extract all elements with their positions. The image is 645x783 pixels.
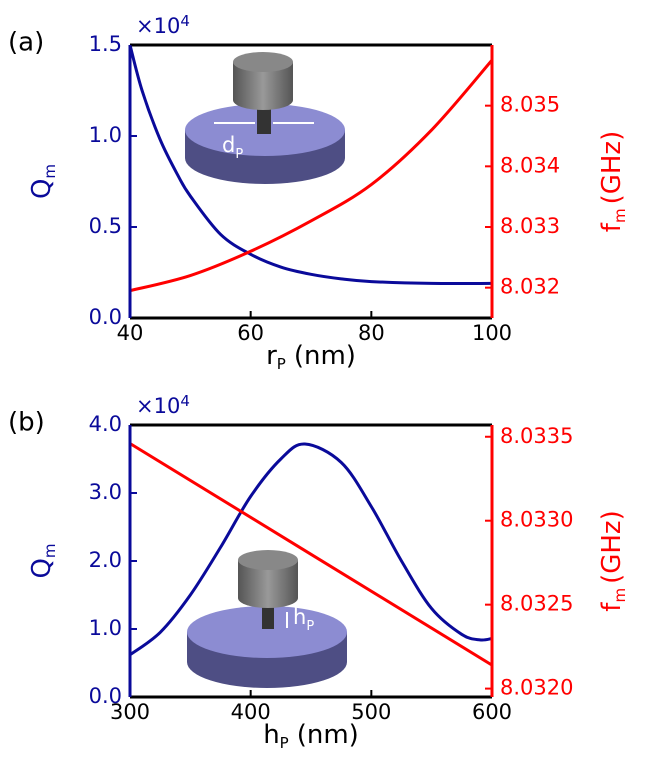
y-tick-label: 1.0 [89,616,122,640]
series-line [129,442,493,667]
x-label-sub: P [280,734,289,752]
y2-label-sub: m [611,208,629,223]
y-tick-label: 0.0 [89,305,122,329]
panel-label: (a) [8,28,44,58]
y2-label-unit: (GHz) [597,131,627,205]
y-tick-label: 1.0 [89,123,122,147]
x-label-unit: (nm) [297,720,359,750]
y2-tick-label: 8.033 [500,214,560,238]
x-tick-label: 40 [117,321,144,345]
y2-tick-label: 8.0320 [500,676,573,700]
inset-a: dP [185,52,345,184]
y2-tick-label: 8.035 [500,93,560,117]
x-axis-label: hP (nm) [263,720,359,752]
series-line [129,59,494,293]
inset-label-main: d [222,133,235,157]
multiplier-base: ×10 [136,14,180,38]
y-axis-label: Qm [27,543,59,578]
multiplier-exp: 4 [180,12,190,30]
y-label-sub: m [41,164,59,179]
x-tick-label: 100 [472,321,512,345]
x-tick-label: 300 [110,700,150,724]
inset-label-sub: P [235,147,243,162]
y-label-sub: m [41,543,59,558]
x-tick-label: 400 [231,700,271,724]
y2-label-main: f [597,222,627,232]
x-tick-label: 60 [237,321,264,345]
y-tick-label: 3.0 [89,480,122,504]
inset-label: hP [293,605,314,634]
y-tick-label: 4.0 [89,412,122,436]
x-tick-label: 500 [351,700,391,724]
multiplier: ×104 [136,392,190,419]
x-axis-label: rP (nm) [266,341,356,373]
y-label-main: Q [27,179,57,199]
multiplier: ×104 [136,12,190,39]
y2-tick-label: 8.0335 [500,424,573,448]
series-line [128,44,493,286]
x-label-sub: P [277,355,286,373]
y-tick-label: 2.0 [89,548,122,572]
y2-tick-label: 8.032 [500,275,560,299]
inset-b: hP [187,550,347,688]
y2-tick-label: 8.0325 [500,592,573,616]
y-tick-label: 1.5 [89,32,122,56]
x-label-main: r [266,341,277,371]
y2-label-main: f [597,602,627,612]
inset-label-sub: P [306,619,314,634]
y2-tick-label: 8.034 [500,153,560,177]
y2-axis-label: fm (GHz) [597,510,629,611]
x-tick-label: 600 [472,700,512,724]
y2-label-unit: (GHz) [597,510,627,584]
inset-label-main: h [293,605,306,629]
inset-label: dP [222,133,243,162]
y-tick-label: 0.5 [89,214,122,238]
series-line [129,442,493,657]
y2-axis-label: fm (GHz) [597,131,629,232]
y-label-main: Q [27,558,57,578]
x-tick-label: 80 [358,321,385,345]
multiplier-base: ×10 [136,394,180,418]
y2-label-sub: m [611,588,629,603]
x-label-main: h [263,720,279,750]
panel-label: (b) [8,408,45,438]
y2-tick-label: 8.0330 [500,508,573,532]
y-tick-label: 0.0 [89,684,122,708]
multiplier-exp: 4 [180,392,190,410]
x-label-unit: (nm) [294,341,356,371]
y-axis-label: Qm [27,164,59,199]
